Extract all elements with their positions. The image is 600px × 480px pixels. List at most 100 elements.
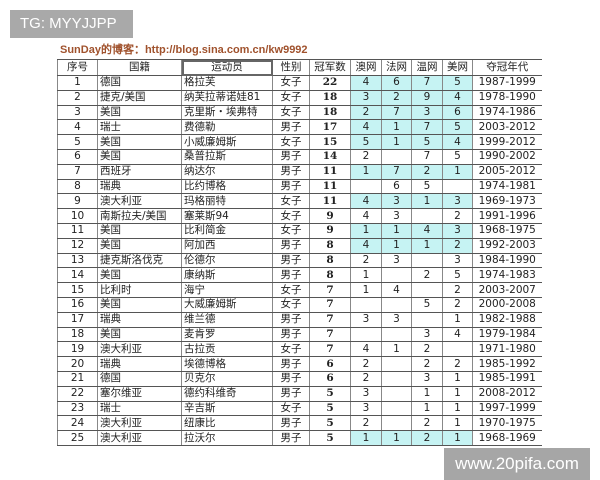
cell-wimbledon: 7 (411, 119, 443, 136)
cell-years: 1974-1981 (472, 179, 542, 195)
cell-french-open: 1 (381, 119, 412, 136)
cell-titles: 18 (309, 90, 351, 106)
cell-french-open: 1 (381, 430, 412, 446)
cell-gender: 女子 (272, 208, 310, 224)
table-row: 20 瑞典 埃德博格 男子 6 2 2 2 1985-1992 (57, 356, 542, 372)
cell-player: 比利简金 (181, 223, 273, 239)
cell-wimbledon: 2 (411, 415, 443, 432)
cell-no: 13 (57, 253, 98, 269)
table-row: 19 澳大利亚 古拉贡 女子 7 4 1 2 1971-1980 (57, 341, 542, 358)
cell-years: 2000-2008 (472, 297, 542, 313)
cell-years: 1990-2002 (472, 149, 542, 165)
cell-country: 美国 (97, 223, 182, 239)
cell-titles: 15 (309, 134, 351, 150)
header-years: 夺冠年代 (472, 59, 542, 76)
cell-country: 澳大利亚 (97, 193, 182, 210)
cell-years: 1999-2012 (472, 134, 542, 150)
cell-us-open: 1 (442, 386, 473, 402)
cell-gender: 女子 (272, 105, 310, 121)
cell-player: 康纳斯 (181, 267, 273, 284)
cell-us-open (442, 341, 473, 358)
cell-titles: 7 (309, 327, 351, 343)
cell-titles: 6 (309, 356, 351, 372)
cell-country: 比利时 (97, 282, 182, 298)
cell-australian-open (350, 297, 382, 313)
cell-us-open: 1 (442, 164, 473, 180)
table-row: 8 瑞典 比约博格 男子 11 6 5 1974-1981 (57, 179, 542, 195)
cell-australian-open: 3 (350, 401, 382, 417)
cell-country: 塞尔维亚 (97, 386, 182, 402)
cell-player: 小威廉姆斯 (181, 134, 273, 150)
cell-australian-open: 4 (350, 193, 382, 210)
cell-country: 美国 (97, 297, 182, 313)
cell-gender: 男子 (272, 119, 310, 136)
cell-player: 比约博格 (181, 179, 273, 195)
cell-gender: 男子 (272, 371, 310, 387)
cell-french-open: 1 (381, 134, 412, 150)
cell-years: 2005-2012 (472, 164, 542, 180)
cell-no: 22 (57, 386, 98, 402)
cell-french-open: 6 (381, 179, 412, 195)
cell-no: 15 (57, 282, 98, 298)
cell-us-open: 3 (442, 193, 473, 210)
table-row: 16 美国 大威廉姆斯 女子 7 5 2 2000-2008 (57, 297, 542, 313)
cell-titles: 8 (309, 253, 351, 269)
cell-country: 瑞士 (97, 119, 182, 136)
cell-player: 海宁 (181, 282, 273, 298)
cell-australian-open: 2 (350, 356, 382, 372)
cell-french-open: 3 (381, 312, 412, 328)
cell-no: 4 (57, 119, 98, 136)
cell-years: 1968-1975 (472, 223, 542, 239)
cell-gender: 男子 (272, 238, 310, 254)
cell-french-open: 1 (381, 238, 412, 254)
cell-french-open (381, 327, 412, 343)
cell-no: 24 (57, 415, 98, 432)
cell-french-open: 7 (381, 164, 412, 180)
cell-wimbledon: 2 (411, 356, 443, 372)
table-row: 22 塞尔维亚 德约科维奇 男子 5 3 1 1 2008-2012 (57, 386, 542, 402)
overlay-tag: TG: MYYJJPP (10, 10, 133, 38)
cell-australian-open: 4 (350, 208, 382, 224)
cell-us-open: 2 (442, 238, 473, 254)
cell-french-open: 7 (381, 105, 412, 121)
cell-no: 18 (57, 327, 98, 343)
header-french-open: 法网 (381, 59, 412, 76)
cell-australian-open: 5 (350, 134, 382, 150)
cell-wimbledon: 5 (411, 179, 443, 195)
table-row: 14 美国 康纳斯 男子 8 1 2 5 1974-1983 (57, 267, 542, 284)
blog-title: SunDay的博客：http://blog.sina.com.cn/kw9992 (60, 44, 308, 56)
cell-australian-open: 3 (350, 386, 382, 402)
cell-titles: 11 (309, 179, 351, 195)
cell-player: 纳芙拉蒂诺娃81 (181, 90, 273, 106)
cell-wimbledon: 1 (411, 401, 443, 417)
table-row: 9 澳大利亚 玛格丽特 女子 11 4 3 1 3 1969-1973 (57, 193, 542, 210)
cell-french-open (381, 149, 412, 165)
cell-wimbledon: 1 (411, 386, 443, 402)
cell-titles: 8 (309, 238, 351, 254)
cell-us-open: 1 (442, 371, 473, 387)
cell-no: 25 (57, 430, 98, 446)
cell-years: 1979-1984 (472, 327, 542, 343)
cell-australian-open: 3 (350, 312, 382, 328)
cell-french-open: 1 (381, 341, 412, 358)
cell-gender: 男子 (272, 386, 310, 402)
cell-player: 纽康比 (181, 415, 273, 432)
cell-no: 11 (57, 223, 98, 239)
cell-titles: 18 (309, 105, 351, 121)
cell-years: 1968-1969 (472, 430, 542, 446)
cell-years: 2003-2007 (472, 282, 542, 298)
cell-french-open: 3 (381, 193, 412, 210)
cell-titles: 14 (309, 149, 351, 165)
cell-wimbledon (411, 282, 443, 298)
cell-us-open: 2 (442, 282, 473, 298)
cell-titles: 7 (309, 282, 351, 298)
cell-years: 1984-1990 (472, 253, 542, 269)
cell-titles: 5 (309, 386, 351, 402)
cell-gender: 男子 (272, 253, 310, 269)
cell-french-open: 6 (381, 75, 412, 91)
cell-years: 1982-1988 (472, 312, 542, 328)
cell-country: 美国 (97, 267, 182, 284)
table-row: 13 捷克斯洛伐克 伦德尔 男子 8 2 3 3 1984-1990 (57, 253, 542, 269)
cell-gender: 男子 (272, 164, 310, 180)
cell-australian-open: 4 (350, 238, 382, 254)
